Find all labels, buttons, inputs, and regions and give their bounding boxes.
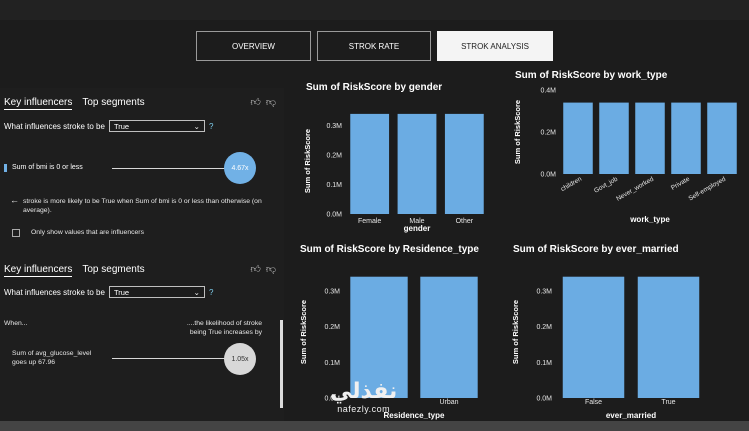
bottom-bar — [0, 421, 749, 431]
bar — [397, 113, 437, 214]
thumbs-up-icon[interactable]: 👍︎ — [250, 97, 261, 108]
tab-strok-analysis[interactable]: STROK ANALYSIS — [437, 31, 553, 61]
key-influencers-panel-2: Key influencers Top segments 👍︎ 👎︎ What … — [0, 264, 284, 414]
thumbs-down-icon[interactable]: 👎︎ — [265, 97, 276, 108]
x-tick-label: children — [560, 175, 584, 193]
y-tick-label: 0.0M — [540, 172, 556, 179]
select-value: True — [113, 121, 130, 131]
top-bar — [0, 0, 749, 20]
x-tick-label: Urban — [439, 399, 458, 406]
watermark-arabic: نفذلي — [330, 379, 398, 404]
x-axis-title: gender — [404, 224, 431, 233]
tab-overview[interactable]: OVERVIEW — [196, 31, 311, 61]
bar — [707, 102, 737, 174]
y-axis-title: Sum of RiskScore — [303, 129, 312, 193]
bar-chart-gender: 0.0M 0.1M 0.2M 0.3M Female Male Other gender Sum… — [303, 113, 484, 233]
x-axis-title: ever_married — [606, 411, 656, 420]
connector-line — [112, 168, 226, 169]
influencer-item-line1[interactable]: Sum of avg_glucose_level — [12, 350, 92, 357]
influencer-item-line2[interactable]: goes up 67.96 — [12, 359, 56, 366]
y-tick-label: 0.3M — [326, 123, 342, 130]
influencers-only-checkbox[interactable] — [12, 229, 20, 237]
bar — [562, 276, 625, 398]
y-tick-label: 0.3M — [324, 288, 340, 295]
y-tick-label: 0.1M — [324, 360, 340, 367]
influencer-explanation: stroke is more likely to be True when Su… — [23, 198, 262, 214]
likelihood-label-line1: ....the likelihood of stroke — [186, 320, 262, 327]
y-tick-label: 0.3M — [536, 288, 552, 295]
y-tick-label: 0.2M — [540, 130, 556, 137]
x-tick-label: False — [585, 399, 602, 406]
target-value-select[interactable]: True ⌄ — [108, 286, 205, 298]
x-axis-title: work_type — [629, 215, 670, 224]
help-icon[interactable]: ? — [208, 121, 214, 131]
x-tick-label: Male — [409, 218, 424, 225]
scrollbar[interactable] — [280, 320, 283, 408]
tab-strok-rate[interactable]: STROK RATE — [317, 31, 431, 61]
bar — [671, 102, 701, 174]
bar — [444, 113, 484, 214]
influencer-item[interactable]: Sum of bmi is 0 or less — [12, 164, 83, 171]
connector-line — [112, 358, 226, 359]
y-axis-title: Sum of RiskScore — [511, 300, 520, 364]
target-value-select[interactable]: True ⌄ — [108, 120, 205, 132]
x-tick-label: Self-employed — [688, 175, 728, 202]
chevron-down-icon: ⌄ — [193, 121, 200, 131]
help-icon[interactable]: ? — [208, 287, 214, 297]
thumbs-down-icon[interactable]: 👎︎ — [265, 264, 276, 275]
key-influencers-panel-1: Key influencers Top segments 👍︎ 👎︎ What … — [0, 96, 284, 246]
bar — [599, 102, 629, 174]
y-tick-label: 0.2M — [326, 153, 342, 160]
bar — [420, 276, 478, 398]
bar — [350, 276, 408, 398]
when-label: When... — [4, 320, 28, 327]
x-tick-label: True — [661, 399, 675, 406]
x-tick-label: Govt_job — [593, 175, 619, 194]
watermark-logo: نفذلي nafezly.com — [330, 379, 398, 415]
checkbox-label: Only show values that are influencers — [31, 229, 144, 236]
bar — [563, 102, 593, 174]
y-tick-label: 0.0M — [324, 396, 340, 403]
influence-bubble: 1.05x — [224, 343, 256, 375]
back-arrow-icon[interactable]: ← — [10, 195, 19, 205]
y-tick-label: 0.1M — [536, 360, 552, 367]
watermark-latin: nafezly.com — [337, 404, 391, 414]
x-axis-title: Residence_type — [384, 411, 445, 420]
select-value: True — [113, 287, 130, 297]
y-tick-label: 0.0M — [536, 396, 552, 403]
y-axis-title: Sum of RiskScore — [299, 300, 308, 364]
bar-chart-ever-married: 0.0M 0.1M 0.2M 0.3M False True ever_married Sum… — [511, 276, 700, 420]
bar — [637, 276, 700, 398]
likelihood-label-line2: being True increases by — [189, 329, 262, 336]
y-tick-label: 0.4M — [540, 88, 556, 95]
question-label: What influences stroke to be — [4, 121, 105, 131]
bar — [350, 113, 390, 214]
chart-title-residence-type: Sum of RiskScore by Residence_type — [300, 244, 479, 255]
question-label: What influences stroke to be — [4, 287, 105, 297]
chevron-down-icon: ⌄ — [193, 287, 200, 297]
y-tick-label: 0.0M — [326, 212, 342, 219]
y-tick-label: 0.2M — [324, 324, 340, 331]
y-tick-label: 0.2M — [536, 324, 552, 331]
y-tick-label: 0.1M — [326, 182, 342, 189]
bar — [635, 102, 665, 174]
bar-chart-residence-type: 0.0M 0.1M 0.2M 0.3M Urban Residence_type Sum o… — [299, 276, 478, 420]
y-axis-title: Sum of RiskScore — [513, 100, 522, 164]
tab-key-influencers[interactable]: Key influencers — [4, 264, 73, 277]
x-tick-label: Private — [670, 175, 691, 191]
x-tick-label: Female — [358, 218, 381, 225]
chart-title-gender: Sum of RiskScore by gender — [306, 82, 443, 93]
tab-key-influencers[interactable]: Key influencers — [4, 97, 73, 110]
tab-top-segments[interactable]: Top segments — [82, 264, 145, 275]
tab-top-segments[interactable]: Top segments — [82, 97, 145, 108]
chart-title-work-type: Sum of RiskScore by work_type — [515, 70, 668, 81]
chart-title-ever-married: Sum of RiskScore by ever_married — [513, 244, 679, 255]
thumbs-up-icon[interactable]: 👍︎ — [250, 264, 261, 275]
x-tick-label: Other — [456, 218, 474, 225]
x-tick-label: Never_worked — [615, 175, 655, 202]
influence-bubble: 4.67x — [224, 152, 256, 184]
influencer-indicator — [4, 164, 7, 172]
bar-chart-work-type: 0.0M 0.2M 0.4M children Govt_jobNever_worked… — [513, 88, 737, 224]
